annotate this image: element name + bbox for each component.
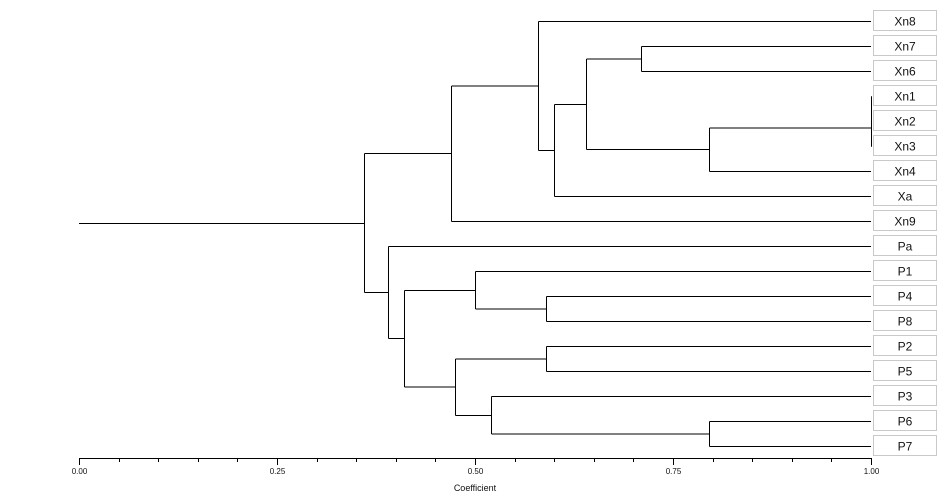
leaf-label: Xn9	[873, 210, 937, 231]
x-axis-tick-label: 1.00	[864, 467, 880, 476]
x-axis-tick-label: 0.25	[270, 467, 286, 476]
leaf-label: P7	[873, 435, 937, 456]
leaf-labels: Xn8 Xn7 Xn6 Xn1 Xn2 Xn3 Xn4 Xa Xn9 Pa P1 P4 P8 P2 P5 P3…	[873, 10, 937, 456]
leaf-label-text: Xn2	[894, 115, 916, 129]
leaf-label-text: P1	[898, 265, 913, 279]
x-axis-tick-label: 0.50	[468, 467, 484, 476]
leaf-label: Xa	[873, 185, 937, 206]
leaf-label-text: Xn8	[894, 15, 916, 29]
leaf-label: Xn7	[873, 35, 937, 56]
leaf-label: Xn2	[873, 110, 937, 131]
leaf-label: P2	[873, 335, 937, 356]
leaf-label-text: Xn4	[894, 165, 916, 179]
leaf-label-text: P5	[898, 365, 913, 379]
leaf-label-box	[873, 10, 937, 31]
leaf-label-box	[873, 285, 937, 306]
leaf-label-box	[873, 35, 937, 56]
leaf-label: P3	[873, 385, 937, 406]
leaf-label: Xn1	[873, 85, 937, 106]
x-axis-tick-label: 0.75	[666, 467, 682, 476]
leaf-label-text: P6	[898, 415, 913, 429]
leaf-label: P5	[873, 360, 937, 381]
leaf-label-text: P8	[898, 315, 913, 329]
leaf-label: Xn3	[873, 135, 937, 156]
leaf-label: Pa	[873, 235, 937, 256]
leaf-label: P4	[873, 285, 937, 306]
leaf-label-box	[873, 110, 937, 131]
leaf-label-box	[873, 335, 937, 356]
leaf-label-box	[873, 435, 937, 456]
leaf-label-text: P3	[898, 390, 913, 404]
leaf-label: P1	[873, 260, 937, 281]
leaf-label-box	[873, 310, 937, 331]
x-axis-title: Coefficient	[454, 483, 497, 493]
leaf-label-box	[873, 85, 937, 106]
x-axis: 0.00 0.25 0.50 0.75 1.00	[72, 458, 880, 476]
leaf-label: P8	[873, 310, 937, 331]
leaf-label-box	[873, 60, 937, 81]
leaf-label-text: P4	[898, 290, 913, 304]
leaf-label-text: Xn7	[894, 40, 916, 54]
leaf-label: Xn8	[873, 10, 937, 31]
leaf-label-box	[873, 385, 937, 406]
dendrogram-branches	[364, 21, 872, 447]
leaf-label-box	[873, 235, 937, 256]
leaf-label-text: Xn6	[894, 65, 916, 79]
leaf-label: Xn4	[873, 160, 937, 181]
leaf-label-text: Xn9	[894, 215, 916, 229]
leaf-label-box	[873, 160, 937, 181]
leaf-label-text: Xa	[898, 190, 913, 204]
leaf-label-text: Xn3	[894, 140, 916, 154]
x-axis-ticks: 0.00 0.25 0.50 0.75 1.00	[72, 458, 880, 476]
leaf-label-text: P7	[898, 440, 913, 454]
leaf-label-box	[873, 410, 937, 431]
leaf-label: P6	[873, 410, 937, 431]
leaf-label-text: Xn1	[894, 90, 916, 104]
leaf-label-box	[873, 135, 937, 156]
leaf-label: Xn6	[873, 60, 937, 81]
leaf-label-box	[873, 260, 937, 281]
x-axis-tick-label: 0.00	[72, 467, 88, 476]
leaf-label-box	[873, 210, 937, 231]
leaf-label-text: P2	[898, 340, 913, 354]
leaf-label-text: Pa	[898, 240, 913, 254]
leaf-label-box	[873, 360, 937, 381]
leaf-label-box	[873, 185, 937, 206]
